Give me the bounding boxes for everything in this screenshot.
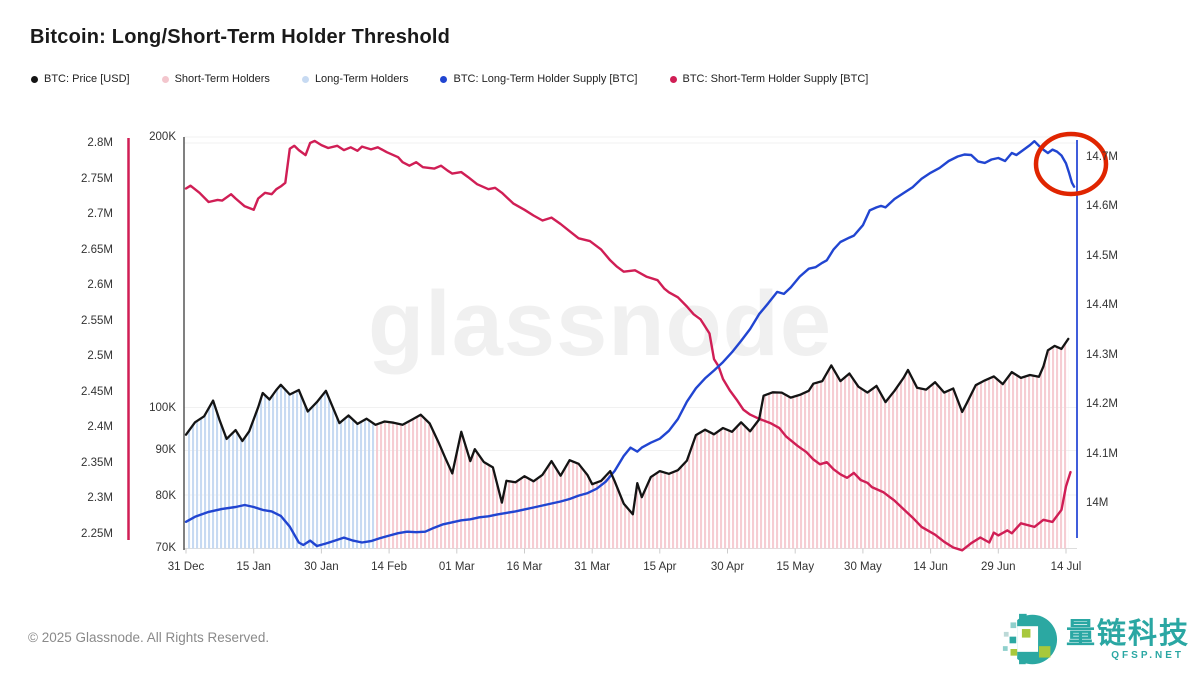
legend-item-1[interactable]: Short-Term Holders [161,73,270,85]
brand-name: 量链科技 [1065,617,1190,650]
annotation-circle [1033,131,1109,197]
legend-item-label: BTC: Short-Term Holder Supply [BTC] [682,73,869,85]
page-title: Bitcoin: Long/Short-Term Holder Threshol… [30,26,451,48]
legend-item-label: Short-Term Holders [174,73,270,85]
chart-legend: BTC: Price [USD] Short-Term Holders Long-T… [31,73,868,85]
legend-dot-icon [161,75,169,83]
legend-item-label: BTC: Long-Term Holder Supply [BTC] [453,73,638,85]
legend-dot-icon [440,75,448,83]
legend-item-2[interactable]: Long-Term Holders [301,73,409,85]
legend-dot-icon [669,75,677,83]
copyright-text: © 2025 Glassnode. All Rights Reserved. [28,630,270,645]
brand-logo-icon [1000,611,1058,668]
legend-item-4[interactable]: BTC: Short-Term Holder Supply [BTC] [669,73,869,85]
legend-item-0[interactable]: BTC: Price [USD] [31,73,130,85]
legend-dot-icon [31,75,38,83]
brand-site-url: QFSP.NET [1111,649,1184,661]
brand-logo: 量链科技 QFSP.NET [1000,611,1190,668]
legend-item-label: BTC: Price [USD] [44,73,130,85]
legend-item-3[interactable]: BTC: Long-Term Holder Supply [BTC] [440,73,638,85]
legend-dot-icon [301,75,309,83]
legend-item-label: Long-Term Holders [314,73,409,85]
